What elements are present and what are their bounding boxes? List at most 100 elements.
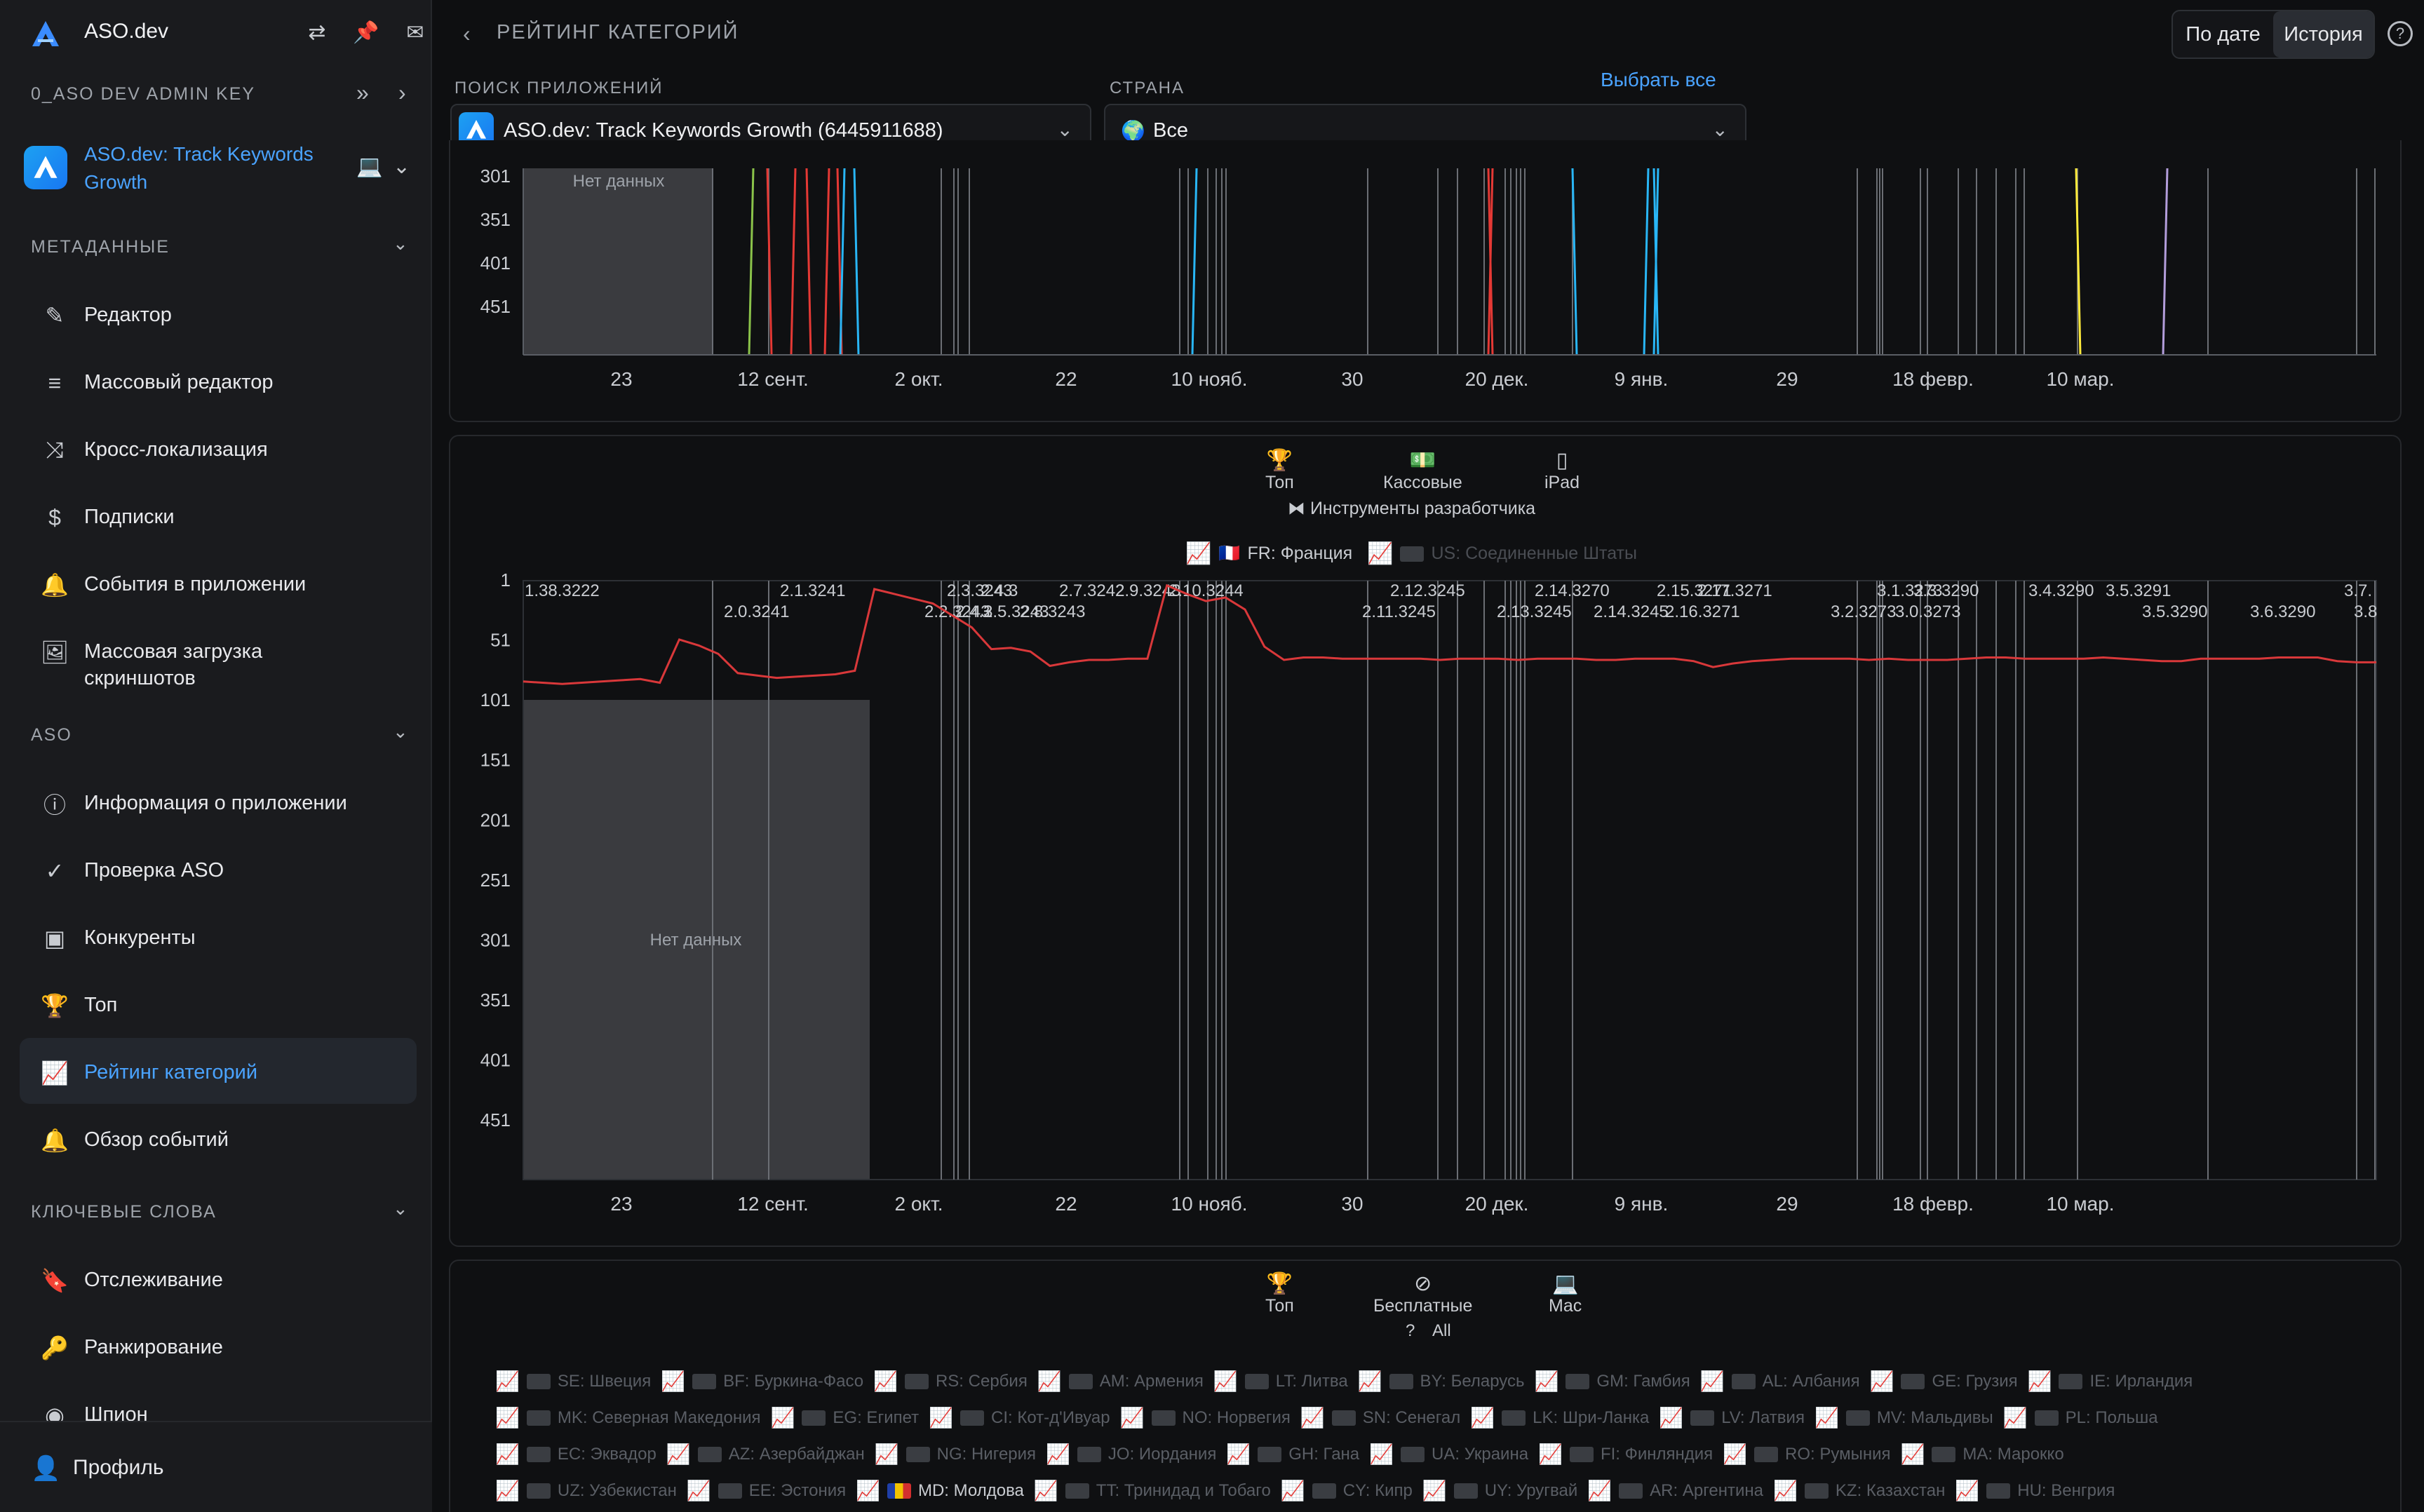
sidebar-profile[interactable]: 👤 Профиль (0, 1421, 432, 1512)
version-lines (712, 581, 2376, 1180)
sidebar-item-label: Ранжирование (84, 1336, 223, 1358)
legend-item[interactable]: 📈 AM: Армения (1037, 1363, 1204, 1400)
seg-by-date[interactable]: По дате (2186, 22, 2261, 46)
current-app-selector[interactable]: ASO.dev: Track Keywords Growth 💻 ⌄ (24, 140, 417, 201)
legend-item-us[interactable]: 📈 US: Соединенные Штаты (1367, 541, 1637, 566)
chevron-right-icon[interactable]: › (398, 80, 406, 105)
sidebar-item-cross-localization[interactable]: ⤨ Кросс-локализация (20, 415, 417, 481)
chevron-down-icon[interactable]: ⌄ (393, 233, 408, 254)
legend-item[interactable]: 📈 MD: Молдова (856, 1473, 1024, 1509)
laptop-icon: 💻 (1551, 1272, 1579, 1295)
legend-item[interactable]: 📈 MK: Северная Македония (495, 1400, 761, 1436)
legend-item[interactable]: 📈 IE: Ирландия (2028, 1363, 2193, 1400)
sidebar-item-ranking[interactable]: 🔑 Ранжирование (20, 1313, 417, 1379)
filter-top[interactable]: 🏆 Топ (1265, 449, 1294, 493)
flag-icon (1754, 1447, 1779, 1462)
sidebar: ASO.dev ⇄ 📌 ✉ 0_ASO DEV ADMIN KEY » › AS… (0, 0, 432, 1512)
x-tick-label: 22 (1055, 1193, 1077, 1215)
chevron-down-icon[interactable]: ⌄ (393, 721, 408, 742)
legend-item[interactable]: 📈 KZ: Казахстан (1773, 1473, 1945, 1509)
legend-item[interactable]: 📈 AR: Аргентина (1587, 1473, 1763, 1509)
legend-item[interactable]: 📈 EC: Эквадор (495, 1436, 656, 1473)
pin-icon[interactable]: 📌 (353, 20, 379, 44)
legend-label: PL: Польша (2065, 1408, 2158, 1427)
legend-item[interactable]: 📈 CI: Кот-д'Ивуар (929, 1400, 1110, 1436)
sidebar-item-top[interactable]: 🏆 Топ (20, 971, 417, 1037)
sidebar-item-bulk-screenshots[interactable]: 🖼 Массовая загрузка скриншотов (20, 617, 417, 701)
line-chart-icon: 📈 (1900, 1443, 1925, 1465)
flag-icon (904, 1374, 929, 1389)
legend-item[interactable]: 📈 FI: Финляндия (1538, 1436, 1713, 1473)
chevron-down-icon[interactable]: ⌄ (393, 1198, 408, 1219)
legend-item[interactable]: 📈 UY: Уругвай (1422, 1473, 1577, 1509)
legend-item-fr[interactable]: 📈 🇫🇷 FR: Франция (1185, 541, 1352, 566)
help-icon[interactable]: ? (2388, 21, 2413, 46)
legend-item[interactable]: 📈 RS: Сербия (873, 1363, 1028, 1400)
mail-icon[interactable]: ✉ (406, 20, 424, 44)
question-icon: ? (1406, 1321, 1415, 1340)
chart-main-svg: Нет данных 1.38.3222 2.1.3241 2.3.32432.4.… (480, 569, 2378, 1215)
dev-tools-icon: ⧓ (1288, 499, 1305, 518)
legend-item[interactable]: 📈 GE: Грузия (1870, 1363, 2018, 1400)
legend-item[interactable]: 📈 LT: Литва (1213, 1363, 1348, 1400)
legend-item[interactable]: 📈 LV: Латвия (1659, 1400, 1805, 1436)
filter-top[interactable]: 🏆 Топ (1265, 1272, 1294, 1316)
legend-item[interactable]: 📈 TT: Тринидад и Тобаго (1034, 1473, 1271, 1509)
legend-item[interactable]: 📈 BF: Буркина-Фасо (661, 1363, 863, 1400)
sidebar-item-editor[interactable]: ✎ Редактор (20, 281, 417, 346)
legend-label: IE: Ирландия (2089, 1372, 2193, 1391)
shuffle-icon: ⤨ (46, 437, 64, 462)
check-circle-icon: ✓ (45, 858, 65, 884)
legend-item[interactable]: 📈 PL: Польша (2003, 1400, 2158, 1436)
legend-item[interactable]: 📈 GH: Гана (1226, 1436, 1359, 1473)
filter-mac[interactable]: 💻 Mac (1549, 1272, 1582, 1316)
legend-item[interactable]: 📈 SE: Швеция (495, 1363, 651, 1400)
ranking-spikes (748, 168, 2169, 356)
legend-item[interactable]: 📈 AL: Албания (1700, 1363, 1860, 1400)
version-label: 3.1.3273 (1877, 581, 1942, 600)
legend-item[interactable]: 📈 NG: Нигерия (875, 1436, 1036, 1473)
legend-item[interactable]: 📈 UA: Украина (1369, 1436, 1528, 1473)
sidebar-item-bulk-editor[interactable]: ≡ Массовый редактор (20, 348, 417, 414)
filter-ipad[interactable]: ▯ iPad (1544, 449, 1580, 493)
filter-grossing[interactable]: 💵 Кассовые (1383, 449, 1462, 493)
legend-item[interactable]: 📈 CY: Кипр (1281, 1473, 1413, 1509)
trophy-icon: 🏆 (1266, 449, 1293, 472)
line-chart-icon: 📈 (495, 1370, 520, 1392)
seg-history[interactable]: История (2273, 11, 2374, 58)
legend-item[interactable]: 📈 SN: Сенегал (1300, 1400, 1460, 1436)
flag-icon (526, 1410, 551, 1426)
x-tick-label: 9 янв. (1615, 368, 1669, 390)
version-label: 2.11.3245 (1362, 602, 1436, 621)
legend-item[interactable]: 📈 MA: Марокко (1901, 1436, 2064, 1473)
sidebar-item-events-overview[interactable]: 🔔 Обзор событий (20, 1105, 417, 1171)
version-label: 2.15.3271 (1657, 581, 1732, 600)
legend-item[interactable]: 📈 BY: Беларусь (1358, 1363, 1525, 1400)
sidebar-item-app-info[interactable]: ⓘ Информация о приложении (20, 769, 417, 835)
sidebar-item-aso-check[interactable]: ✓ Проверка ASO (20, 836, 417, 902)
back-chevron-icon[interactable]: ‹ (463, 21, 471, 46)
sidebar-item-category-ranking[interactable]: 📈 Рейтинг категорий (20, 1038, 417, 1104)
translate-icon[interactable]: ⇄ (308, 20, 326, 44)
legend-item[interactable]: 📈 GM: Гамбия (1535, 1363, 1690, 1400)
sidebar-item-subscriptions[interactable]: $ Подписки (20, 482, 417, 548)
legend-item[interactable]: 📈 MV: Мальдивы (1814, 1400, 1993, 1436)
legend-label: FI: Финляндия (1600, 1445, 1713, 1464)
legend-item[interactable]: 📈 EE: Эстония (687, 1473, 846, 1509)
legend-item[interactable]: 📈 EG: Египет (771, 1400, 920, 1436)
legend-item[interactable]: 📈 AZ: Азербайджан (666, 1436, 865, 1473)
legend-item[interactable]: 📈 NO: Норвегия (1120, 1400, 1291, 1436)
double-chevron-icon[interactable]: » (356, 80, 369, 105)
sidebar-item-tracking[interactable]: 🔖 Отслеживание (20, 1246, 417, 1311)
sidebar-item-spy[interactable]: ◉ Шпион (20, 1380, 417, 1421)
select-all-link[interactable]: Выбрать все (1601, 69, 1716, 90)
view-mode-toggle[interactable]: По дате История (2172, 10, 2375, 59)
filter-free[interactable]: ⊘ Бесплатные (1373, 1272, 1472, 1316)
legend-item[interactable]: 📈 LK: Шри-Ланка (1470, 1400, 1649, 1436)
sidebar-item-in-app-events[interactable]: 🔔 События в приложении (20, 550, 417, 616)
legend-item[interactable]: 📈 UZ: Узбекистан (495, 1473, 677, 1509)
legend-item[interactable]: 📈 JO: Иордания (1046, 1436, 1216, 1473)
legend-item[interactable]: 📈 RO: Румыния (1723, 1436, 1890, 1473)
legend-item[interactable]: 📈 HU: Венгрия (1955, 1473, 2115, 1509)
sidebar-item-competitors[interactable]: ▣ Конкуренты (20, 903, 417, 969)
